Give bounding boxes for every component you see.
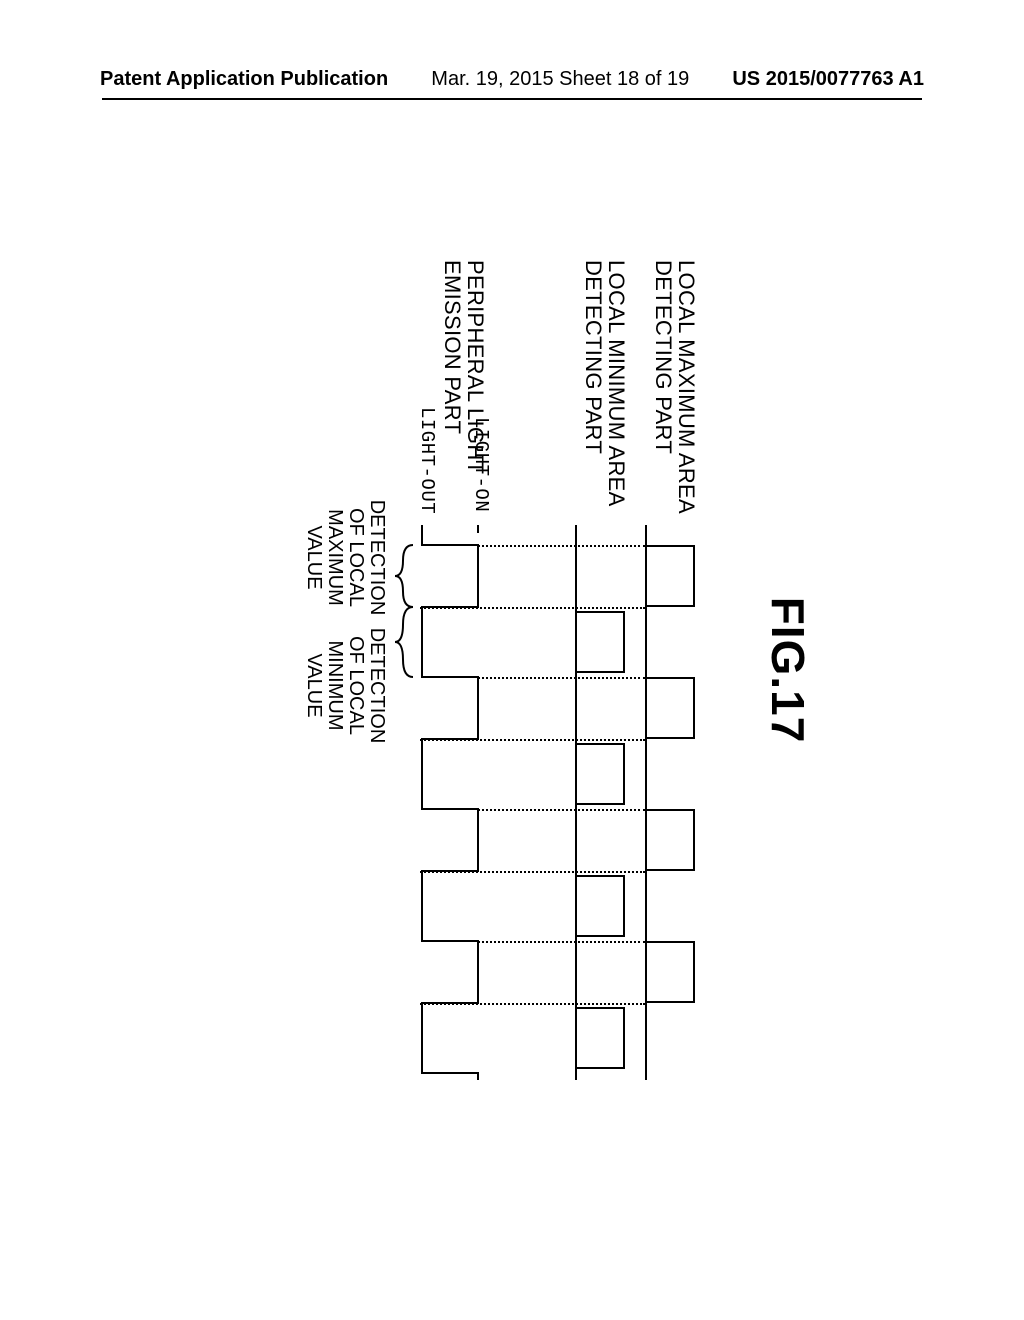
bottom-label-line: OF LOCAL	[345, 636, 367, 735]
row-label-line: LOCAL MAXIMUM AREA	[674, 260, 699, 514]
brace-svg	[391, 525, 413, 1080]
bottom-label-line: MAXIMUM	[324, 509, 346, 606]
dashed-connector	[478, 677, 645, 679]
header-right: US 2015/0077763 A1	[732, 68, 924, 91]
dashed-connector	[420, 607, 645, 609]
header-rule	[102, 98, 922, 100]
dashed-connector	[420, 1003, 645, 1005]
header-left: Patent Application Publication	[100, 68, 388, 91]
page-header: Patent Application Publication Mar. 19, …	[0, 68, 1024, 91]
bottom-label-line: MINIMUM	[324, 641, 346, 731]
row-label-line: EMISSION PART	[440, 260, 465, 434]
bottom-label-line: VALUE	[303, 525, 325, 589]
figure-title: FIG.17	[761, 220, 815, 1120]
row-label-line: LOCAL MINIMUM AREA	[604, 260, 629, 507]
figure-container: FIG.17 LOCAL MAXIMUM AREA DETECTING PART…	[165, 170, 865, 1170]
figure-rotated: FIG.17 LOCAL MAXIMUM AREA DETECTING PART…	[215, 220, 815, 1120]
bottom-label-line: OF LOCAL	[345, 508, 367, 607]
label-light-on: LIGHT-ON	[470, 417, 492, 512]
dashed-connector	[420, 739, 645, 741]
brace	[395, 545, 413, 607]
dashed-connector	[478, 809, 645, 811]
bottom-label-line: VALUE	[303, 653, 325, 717]
dashed-connector	[420, 871, 645, 873]
row-label-line: DETECTING PART	[581, 260, 606, 454]
bottom-label-line: DETECTION	[366, 628, 388, 744]
label-detection-min: DETECTION OF LOCAL MINIMUM VALUE	[303, 618, 387, 753]
row-label-local-maximum: LOCAL MAXIMUM AREA DETECTING PART	[652, 260, 698, 525]
dashed-connector	[478, 941, 645, 943]
label-detection-max: DETECTION OF LOCAL MAXIMUM VALUE	[303, 490, 387, 625]
dashed-connector	[478, 545, 645, 547]
brace	[395, 607, 413, 677]
row-label-local-minimum: LOCAL MINIMUM AREA DETECTING PART	[582, 260, 628, 525]
dashed-connectors	[405, 525, 705, 1080]
timing-diagram: LOCAL MAXIMUM AREA DETECTING PART LOCAL …	[245, 260, 705, 1080]
label-light-out: LIGHT-OUT	[416, 407, 438, 514]
header-center: Mar. 19, 2015 Sheet 18 of 19	[431, 68, 689, 91]
row-label-line: DETECTING PART	[651, 260, 676, 454]
bottom-label-line: DETECTION	[366, 500, 388, 616]
